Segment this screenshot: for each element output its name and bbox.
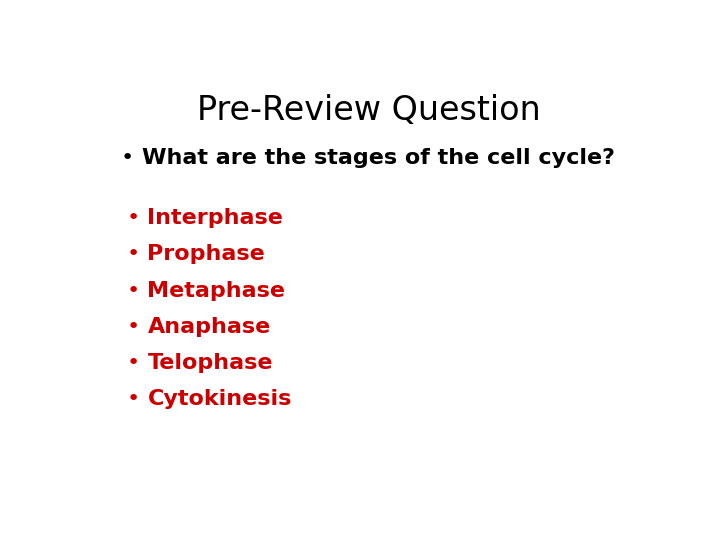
Text: Pre-Review Question: Pre-Review Question	[197, 94, 541, 127]
Text: Interphase: Interphase	[148, 208, 284, 228]
Text: •: •	[126, 317, 140, 337]
Text: •: •	[126, 281, 140, 301]
Text: •: •	[126, 389, 140, 409]
Text: Cytokinesis: Cytokinesis	[148, 389, 292, 409]
Text: Metaphase: Metaphase	[148, 281, 285, 301]
Text: What are the stages of the cell cycle?: What are the stages of the cell cycle?	[142, 148, 615, 168]
Text: •: •	[126, 353, 140, 373]
Text: Prophase: Prophase	[148, 245, 265, 265]
Text: •: •	[126, 208, 140, 228]
Text: Anaphase: Anaphase	[148, 317, 271, 337]
Text: •: •	[121, 148, 134, 168]
Text: •: •	[126, 245, 140, 265]
Text: Telophase: Telophase	[148, 353, 273, 373]
